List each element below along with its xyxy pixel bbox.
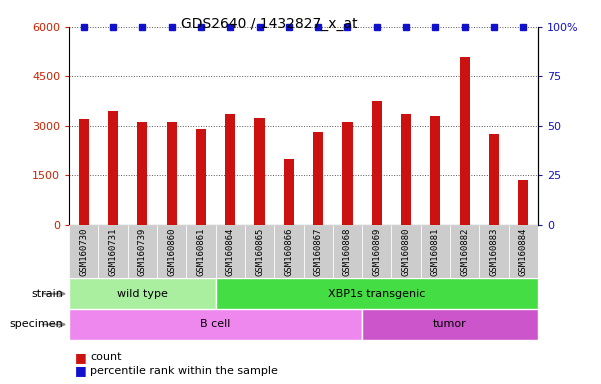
Bar <box>343 122 353 225</box>
Bar <box>362 309 538 340</box>
Text: ■: ■ <box>75 364 87 377</box>
Bar <box>166 122 177 225</box>
Bar <box>216 225 245 278</box>
Text: tumor: tumor <box>433 319 467 329</box>
Bar <box>284 159 294 225</box>
Text: GSM160731: GSM160731 <box>109 227 118 276</box>
Bar <box>304 225 333 278</box>
Text: GDS2640 / 1432827_x_at: GDS2640 / 1432827_x_at <box>181 17 358 31</box>
Text: ■: ■ <box>75 351 87 364</box>
Bar <box>79 119 89 225</box>
Text: GSM160880: GSM160880 <box>401 227 410 276</box>
Bar <box>391 225 421 278</box>
Bar <box>460 56 470 225</box>
Bar <box>401 114 411 225</box>
Bar <box>216 278 538 309</box>
Text: GSM160864: GSM160864 <box>226 227 235 276</box>
Bar <box>430 116 441 225</box>
Bar <box>99 225 127 278</box>
Bar <box>450 225 480 278</box>
Text: GSM160869: GSM160869 <box>372 227 381 276</box>
Text: wild type: wild type <box>117 289 168 299</box>
Text: strain: strain <box>31 289 63 299</box>
Bar <box>137 122 147 225</box>
Bar <box>186 225 216 278</box>
Bar <box>313 132 323 225</box>
Text: GSM160865: GSM160865 <box>255 227 264 276</box>
Text: GSM160861: GSM160861 <box>197 227 206 276</box>
Bar <box>254 118 264 225</box>
Bar <box>108 111 118 225</box>
Text: percentile rank within the sample: percentile rank within the sample <box>90 366 278 376</box>
Bar <box>333 225 362 278</box>
Text: B cell: B cell <box>200 319 231 329</box>
Bar <box>480 225 508 278</box>
Text: GSM160881: GSM160881 <box>431 227 440 276</box>
Text: GSM160882: GSM160882 <box>460 227 469 276</box>
Bar <box>69 225 99 278</box>
Text: GSM160867: GSM160867 <box>314 227 323 276</box>
Text: specimen: specimen <box>10 319 63 329</box>
Bar <box>421 225 450 278</box>
Bar <box>362 225 391 278</box>
Text: GSM160866: GSM160866 <box>284 227 293 276</box>
Text: GSM160730: GSM160730 <box>79 227 88 276</box>
Text: GSM160884: GSM160884 <box>519 227 528 276</box>
Bar <box>371 101 382 225</box>
Text: XBP1s transgenic: XBP1s transgenic <box>328 289 426 299</box>
Bar <box>128 225 157 278</box>
Text: GSM160739: GSM160739 <box>138 227 147 276</box>
Bar <box>69 309 362 340</box>
Text: GSM160860: GSM160860 <box>167 227 176 276</box>
Bar <box>508 225 538 278</box>
Text: count: count <box>90 352 121 362</box>
Bar <box>225 114 236 225</box>
Bar <box>69 278 216 309</box>
Text: GSM160868: GSM160868 <box>343 227 352 276</box>
Bar <box>518 180 528 225</box>
Bar <box>489 134 499 225</box>
Text: GSM160883: GSM160883 <box>489 227 498 276</box>
Bar <box>274 225 304 278</box>
Bar <box>196 129 206 225</box>
Bar <box>245 225 274 278</box>
Bar <box>157 225 186 278</box>
